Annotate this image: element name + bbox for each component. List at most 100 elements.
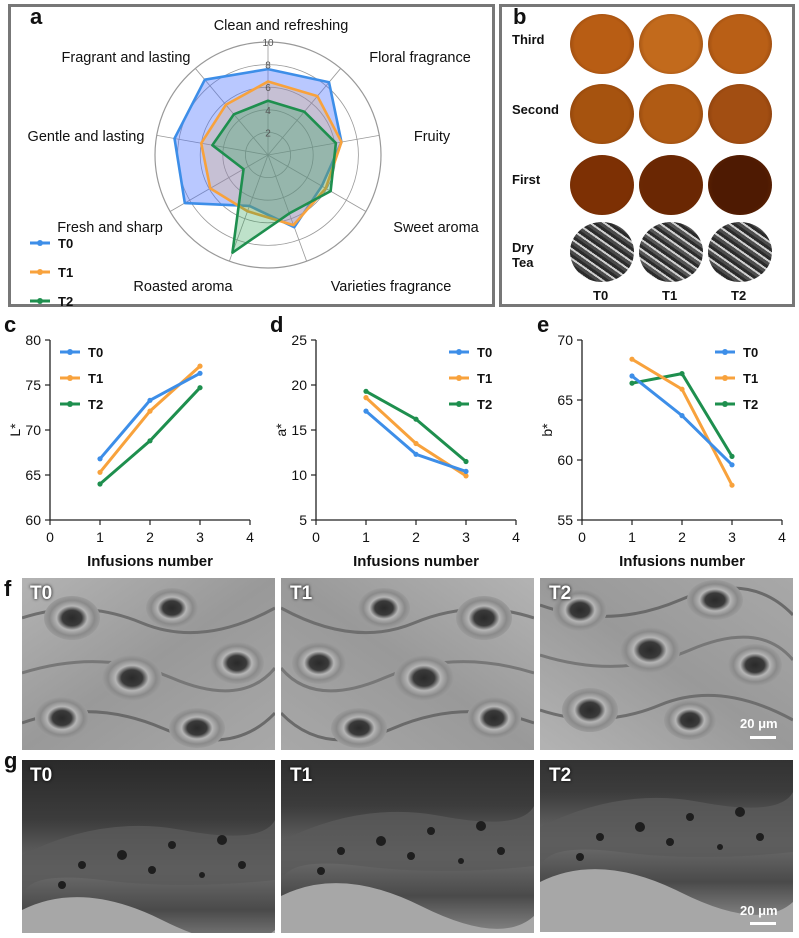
panel-letter-c: c (4, 312, 17, 337)
radar-series-t0 (173, 67, 343, 229)
radar-axis-label: Sweet aroma (393, 220, 479, 236)
x-tick-label: 0 (46, 529, 54, 545)
y-tick-label: 75 (25, 377, 41, 393)
tea-infusion-cup (708, 155, 772, 215)
radar-legend-label: T1 (58, 265, 73, 280)
data-point-t2 (363, 388, 369, 394)
photo-column-label: T0 (593, 288, 609, 303)
radar-axis-label: Clean and refreshing (214, 18, 349, 34)
y-tick-label: 80 (25, 332, 41, 348)
data-point-t2 (413, 416, 419, 422)
sem-surface-scale-label: 20 μm (740, 716, 778, 731)
x-tick-label: 2 (146, 529, 154, 545)
y-tick-label: 55 (557, 512, 573, 528)
radar-spoke (195, 68, 269, 156)
data-point-t0 (463, 468, 469, 474)
radar-spoke (228, 154, 269, 262)
legend-marker (722, 375, 728, 381)
radar-legend-label: T2 (58, 294, 73, 309)
sem-surface-image-t0 (20, 576, 277, 752)
legend-label: T0 (477, 345, 492, 360)
x-axis-label: Infusions number (353, 553, 479, 570)
tea-infusion-cup (708, 14, 772, 74)
data-point-t0 (147, 397, 153, 403)
series-line-t2 (365, 389, 467, 463)
panel-letter-b: b (513, 4, 527, 29)
x-tick-label: 0 (578, 529, 586, 545)
y-tick-label: 70 (25, 422, 41, 438)
legend-marker (456, 349, 462, 355)
data-point-t1 (97, 469, 103, 475)
radar-legend-marker (37, 298, 43, 304)
panel-letter-f: f (4, 576, 12, 601)
radar-legend-marker (37, 269, 43, 275)
sem-surface-image-t1 (279, 576, 536, 752)
legend-label: T0 (88, 345, 103, 360)
radar-tick-label: 2 (265, 128, 271, 139)
legend-label: T1 (88, 371, 103, 386)
tea-infusion-cup (639, 155, 703, 215)
data-point-t1 (197, 363, 203, 369)
y-tick-label: 25 (291, 332, 307, 348)
y-tick-label: 15 (291, 422, 307, 438)
line-chart-b: 55 60 65 70 0 1 2 3 4 b* Infusions number T0 T1 T2 (539, 332, 786, 570)
data-point-t2 (97, 481, 103, 487)
radar-chart: 2 4 6 8 10 Clean and refreshing Floral fragran… (28, 18, 480, 309)
tea-infusion-cup (570, 155, 634, 215)
x-tick-label: 4 (246, 529, 254, 545)
sem-surface-label-t0: T0 (30, 583, 53, 604)
y-tick-label: 20 (291, 377, 307, 393)
radar-axis-label: Roasted aroma (133, 279, 233, 295)
radar-axis-label: Varieties fragrance (331, 279, 452, 295)
legend-marker (67, 349, 73, 355)
sem-surface-label-t2: T2 (549, 583, 572, 604)
x-tick-label: 4 (512, 529, 520, 545)
data-point-t1 (147, 408, 153, 414)
legend-label: T1 (743, 371, 758, 386)
photo-row-label: First (512, 172, 541, 187)
data-point-t2 (147, 438, 153, 444)
x-tick-label: 4 (778, 529, 786, 545)
tea-infusion-cup (570, 14, 634, 74)
radar-axis-label: Fruity (414, 129, 451, 145)
panel-letter-e: e (537, 312, 550, 337)
dry-tea-leaves (570, 222, 634, 282)
radar-tick-label: 10 (262, 38, 274, 49)
photo-row-label: Second (512, 102, 559, 117)
series-line-t0 (98, 371, 201, 460)
y-axis-label: a* (273, 423, 289, 437)
y-tick-label: 60 (25, 512, 41, 528)
legend-marker (722, 349, 728, 355)
photo-column-label: T2 (731, 288, 747, 303)
tea-infusion-cup (639, 14, 703, 74)
panel-letter-a: a (30, 4, 43, 29)
radar-tick-label: 4 (265, 106, 271, 117)
data-point-t1 (463, 473, 469, 479)
y-tick-label: 5 (299, 512, 307, 528)
tea-infusion-cup (639, 84, 703, 144)
data-point-t1 (413, 440, 419, 447)
data-point-t1 (629, 356, 635, 362)
y-tick-label: 10 (291, 467, 307, 483)
line-chart-L: 60 65 70 75 80 0 1 2 3 4 L* Infusions number T0 T1 T2 (7, 332, 254, 570)
sem-cross-image-t1 (281, 746, 534, 938)
data-point-t2 (729, 453, 735, 459)
legend-label: T1 (477, 371, 492, 386)
data-point-t0 (363, 408, 369, 414)
sem-cross-scale-bar (750, 922, 776, 925)
radar-series-t1 (199, 80, 343, 227)
data-point-t0 (197, 370, 203, 376)
radar-panel (8, 4, 495, 307)
panel-letter-g: g (4, 748, 18, 773)
y-tick-label: 65 (25, 467, 41, 483)
sem-surface-texture-t0 (20, 576, 277, 752)
data-point-t0 (97, 456, 103, 462)
x-tick-label: 3 (728, 529, 736, 545)
tea-infusion-cup (708, 84, 772, 144)
series-line-t1 (364, 396, 467, 478)
x-axis-label: Infusions number (87, 553, 213, 570)
dry-tea-leaves (639, 222, 703, 282)
data-point-t0 (413, 451, 419, 457)
legend-marker (456, 401, 462, 407)
y-tick-label: 65 (557, 392, 573, 408)
